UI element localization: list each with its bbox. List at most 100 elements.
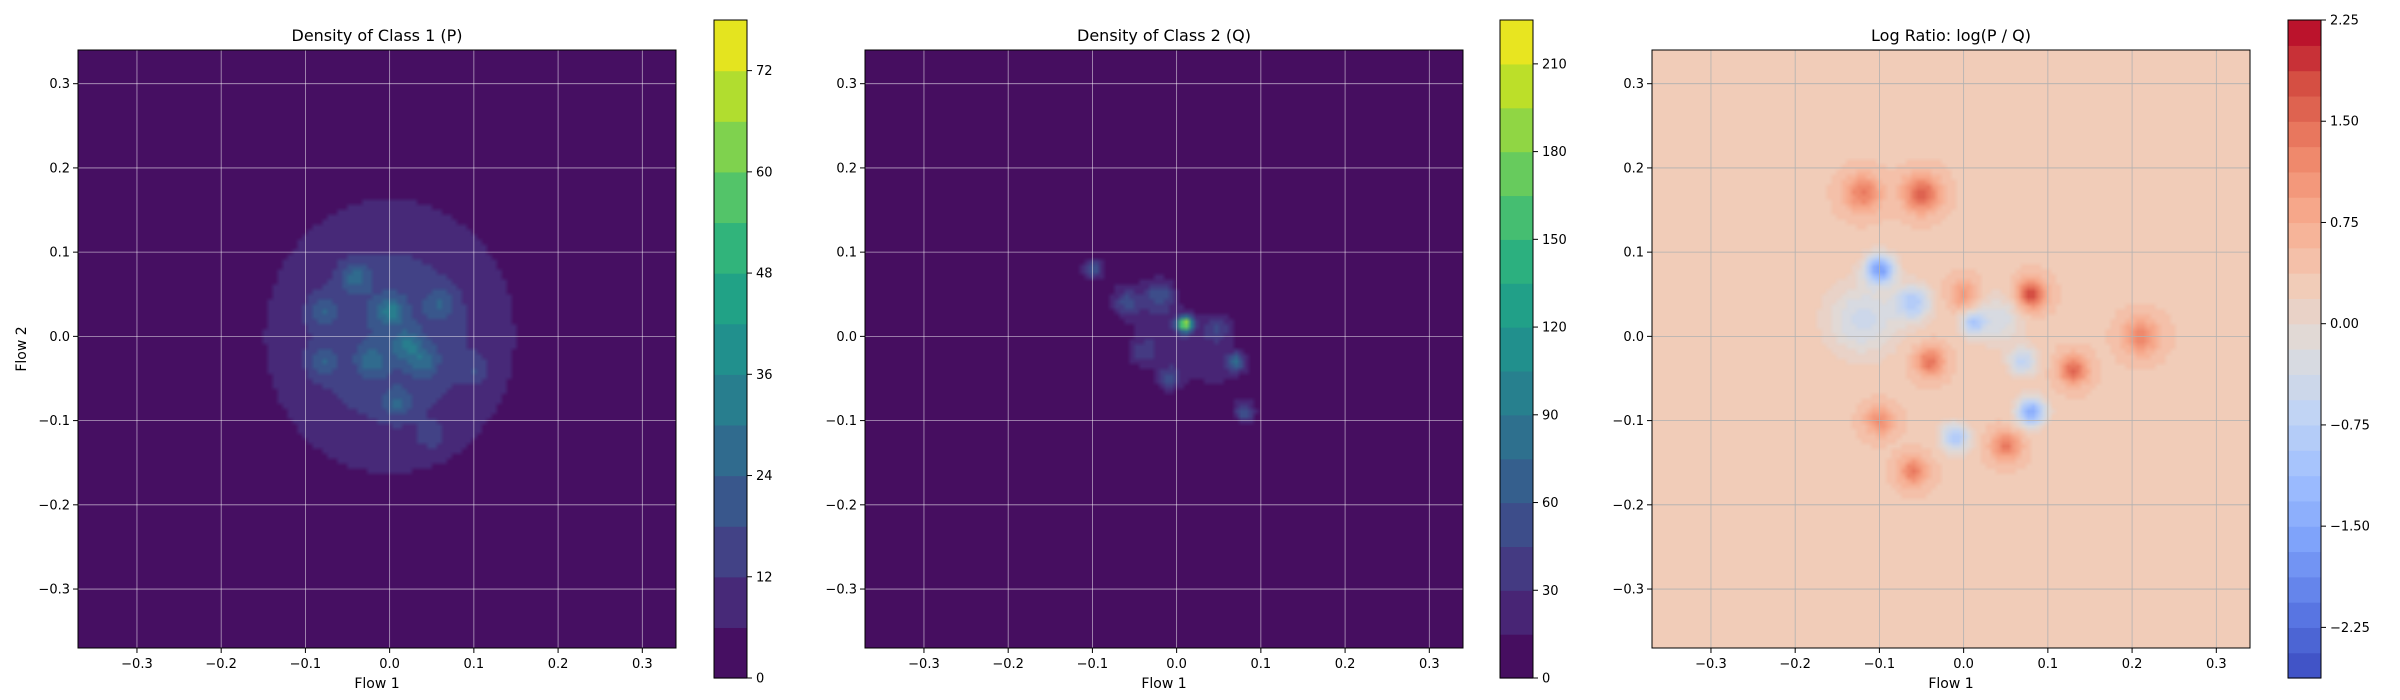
x-tick-label: −0.2 xyxy=(205,657,237,672)
colorbar-level xyxy=(2288,500,2321,527)
colorbar-level xyxy=(2288,374,2321,401)
x-tick-label: −0.2 xyxy=(1779,657,1811,672)
x-tick-label: 0.2 xyxy=(1335,657,1356,672)
colorbar-level xyxy=(1500,20,1533,65)
y-tick-label: 0.1 xyxy=(1623,246,1644,261)
colorbar-level xyxy=(2288,627,2321,654)
colorbar-level xyxy=(1500,63,1533,109)
x-tick-label: −0.3 xyxy=(121,657,153,672)
x-tick-label: 0.2 xyxy=(548,657,569,672)
x-tick-label: 0.3 xyxy=(1419,657,1440,672)
colorbar-tick-label: 90 xyxy=(1542,408,1559,423)
y-tick-label: −0.2 xyxy=(1612,498,1644,513)
y-tick-label: 0.3 xyxy=(836,77,857,92)
colorbar-frame xyxy=(1499,19,1534,679)
colorbar-tick-label: 0.00 xyxy=(2330,317,2359,332)
colorbar-level xyxy=(2288,171,2321,198)
colorbar-tick-label: 24 xyxy=(756,469,773,484)
x-tick-label: −0.3 xyxy=(1695,657,1727,672)
colorbar-tick-label: 2.25 xyxy=(2330,14,2359,29)
x-axis-label: Flow 1 xyxy=(1928,676,1973,692)
colorbar-tick-label: 0 xyxy=(1542,672,1550,687)
x-tick-label: 0.3 xyxy=(632,657,653,672)
colorbar-level xyxy=(714,70,747,122)
chart-title: Density of Class 1 (P) xyxy=(292,26,463,45)
x-tick-label: −0.3 xyxy=(908,657,940,672)
colorbar-level xyxy=(1500,151,1533,197)
x-tick-label: −0.2 xyxy=(992,657,1024,672)
colorbar-level xyxy=(1500,195,1533,240)
x-tick-label: −0.1 xyxy=(1864,657,1896,672)
colorbar-level xyxy=(2288,424,2321,451)
colorbar-level xyxy=(2288,20,2321,46)
y-tick-label: 0.2 xyxy=(49,161,70,176)
colorbar-level xyxy=(1500,458,1533,504)
colorbar-level xyxy=(1500,283,1533,328)
y-tick-label: 0.3 xyxy=(1623,77,1644,92)
colorbar-level xyxy=(2288,551,2321,578)
colorbar-level xyxy=(1500,546,1533,591)
colorbar-level xyxy=(1500,107,1533,153)
colorbar-tick-label: 0 xyxy=(756,672,764,687)
colorbar-frame xyxy=(713,19,748,679)
colorbar-level xyxy=(1500,414,1533,460)
colorbar-level xyxy=(2288,349,2321,375)
colorbar-level xyxy=(2288,197,2321,224)
x-axis-label: Flow 1 xyxy=(354,676,399,692)
colorbar-level xyxy=(714,121,747,173)
colorbar-level xyxy=(2288,247,2321,274)
y-tick-label: 0.3 xyxy=(49,77,70,92)
x-tick-label: 0.3 xyxy=(2206,657,2227,672)
colorbar-tick-label: 150 xyxy=(1542,233,1567,248)
colorbar-level xyxy=(1500,502,1533,547)
colorbar-level xyxy=(2288,222,2321,249)
y-tick-label: −0.3 xyxy=(1612,583,1644,598)
colorbar-level xyxy=(1500,370,1533,416)
y-tick-label: 0.1 xyxy=(49,246,70,261)
chart-panel-1: −0.3 −0.2 −0.1 0.0 0.1 0.2 0.3 −0.3 −0.2 −0.1 0.0 0… xyxy=(14,19,773,692)
heatmap-image xyxy=(78,50,676,648)
y-tick-label: −0.3 xyxy=(38,583,70,598)
colorbar-level xyxy=(714,323,747,375)
colorbar-level xyxy=(2288,475,2321,502)
colorbar-tick-label: −2.25 xyxy=(2330,621,2370,636)
colorbar-tick-label: 12 xyxy=(756,570,773,585)
x-tick-label: 0.0 xyxy=(1166,657,1187,672)
colorbar-tick-label: 30 xyxy=(1542,584,1559,599)
colorbar-frame xyxy=(2287,19,2322,679)
colorbar-tick-label: 210 xyxy=(1542,57,1567,72)
y-tick-label: 0.2 xyxy=(836,161,857,176)
colorbar-level xyxy=(714,526,747,578)
y-tick-label: 0.0 xyxy=(49,330,70,345)
x-tick-label: 0.0 xyxy=(1953,657,1974,672)
colorbar-level xyxy=(2288,602,2321,628)
colorbar: −2.25 −1.50 −0.75 0.00 0.75 1.50 2.25 xyxy=(2287,14,2370,679)
heatmap-image xyxy=(865,50,1463,648)
colorbar-level xyxy=(1500,590,1533,635)
y-tick-label: −0.1 xyxy=(1612,414,1644,429)
colorbar-level xyxy=(714,374,747,426)
x-tick-label: 0.0 xyxy=(379,657,400,672)
colorbar-tick-label: −0.75 xyxy=(2330,418,2370,433)
colorbar-level xyxy=(2288,526,2321,553)
colorbar-level xyxy=(2288,298,2321,325)
chart-panel-2: −0.3 −0.2 −0.1 0.0 0.1 0.2 0.3 −0.3 −0.2 −0.1 0.0 0… xyxy=(825,19,1567,692)
y-tick-label: 0.0 xyxy=(1623,330,1644,345)
colorbar-tick-label: 48 xyxy=(756,267,773,282)
colorbar-level xyxy=(2288,273,2321,299)
x-axis-label: Flow 1 xyxy=(1141,676,1186,692)
y-axis-label: Flow 2 xyxy=(14,326,30,371)
x-tick-label: −0.1 xyxy=(1077,657,1109,672)
colorbar-level xyxy=(2288,95,2321,122)
y-tick-label: 0.2 xyxy=(1623,161,1644,176)
colorbar-level xyxy=(2288,323,2321,350)
colorbar-level xyxy=(714,222,747,274)
colorbar: 0 30 60 90 120 150 180 210 xyxy=(1499,19,1567,687)
y-tick-label: −0.1 xyxy=(38,414,70,429)
colorbar-level xyxy=(1500,327,1533,372)
colorbar-level xyxy=(2288,399,2321,426)
colorbar-level xyxy=(714,627,747,679)
colorbar-tick-label: 1.50 xyxy=(2330,115,2359,130)
colorbar-level xyxy=(2288,146,2321,173)
